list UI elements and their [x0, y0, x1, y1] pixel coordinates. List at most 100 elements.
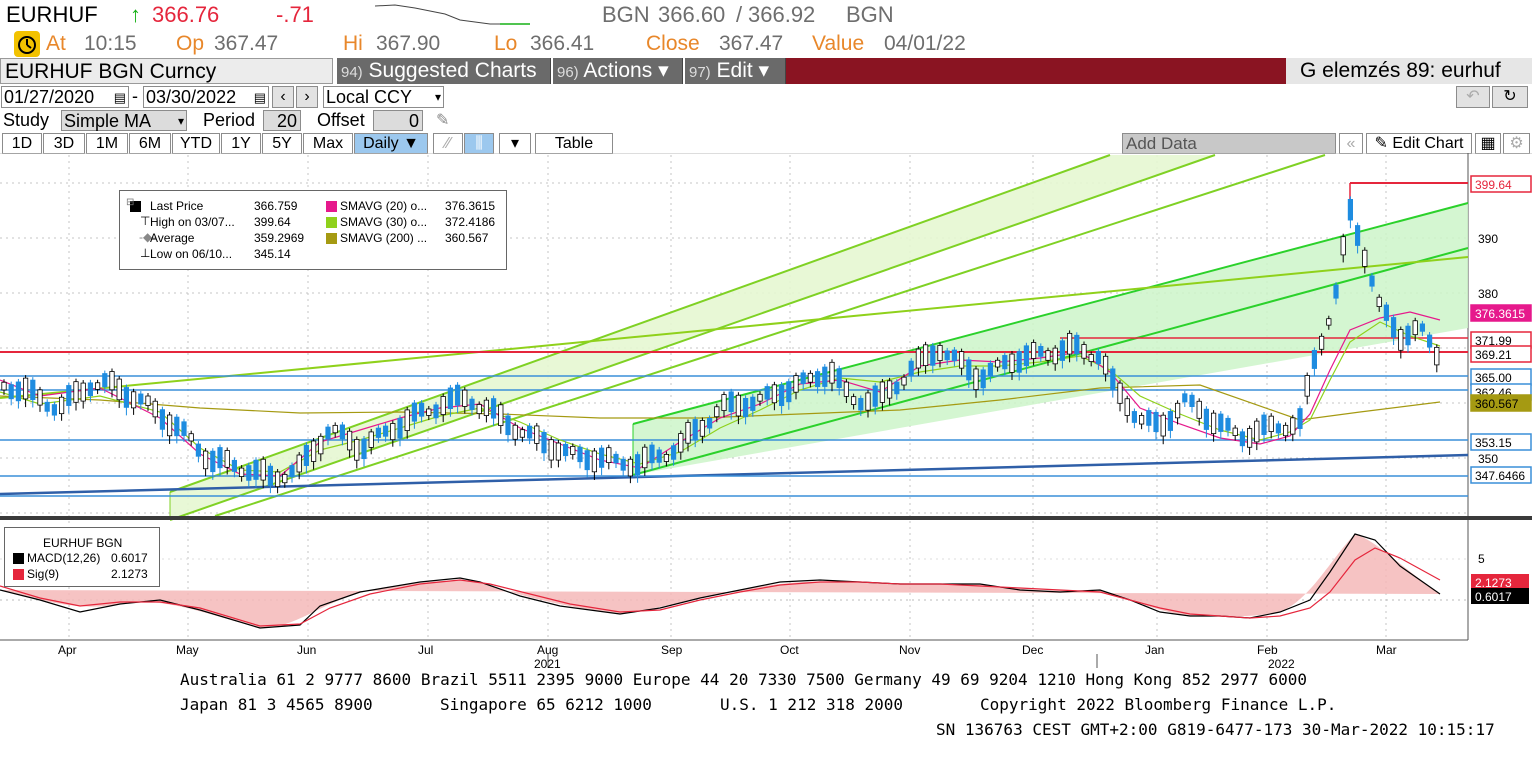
month-label: Feb — [1257, 643, 1278, 657]
candle-body — [1304, 375, 1310, 397]
candle-body — [59, 396, 65, 415]
legend-collapse-icon[interactable]: ⊟ — [126, 197, 135, 208]
footer-session-info: SN 136763 CEST GMT+2:00 G819-6477-173 30… — [936, 720, 1495, 739]
candle-body — [130, 391, 137, 409]
candle-body — [1088, 354, 1094, 363]
level-lines[interactable] — [0, 182, 1468, 497]
calendar-icon[interactable]: ▤ — [253, 90, 266, 105]
legend-value: 372.4186 — [445, 215, 496, 229]
chevron-left-icon: ‹ — [280, 88, 286, 105]
legend-label: Last Price — [150, 199, 204, 213]
chart-type-dropdown[interactable]: ▾ — [499, 133, 531, 154]
candle-body — [1031, 342, 1037, 359]
candle-body — [714, 406, 720, 418]
month-label: Apr — [58, 643, 77, 657]
bid-source: BGN — [602, 2, 650, 27]
start-date-input[interactable]: 01/27/2020 ▤ — [1, 86, 129, 108]
price-label-box: 347.6466 — [1470, 466, 1532, 484]
add-data-input[interactable]: Add Data — [1122, 133, 1336, 154]
candle-body — [1383, 304, 1389, 321]
ticker-symbol[interactable]: EURHUF — [6, 2, 98, 27]
candle-body — [238, 467, 245, 477]
candle-body — [563, 443, 569, 457]
candle-body — [339, 424, 346, 440]
candle-body — [584, 450, 590, 471]
calendar-icon[interactable]: ▤ — [113, 90, 126, 105]
offset-input[interactable]: 0 — [373, 110, 423, 131]
candle-body — [87, 382, 93, 397]
undo-button[interactable]: ↶ — [1456, 86, 1490, 108]
pencil-icon[interactable]: ✎ — [436, 112, 450, 129]
collapse-button[interactable]: « — [1339, 133, 1363, 154]
gear-button[interactable]: ⚙ — [1503, 133, 1530, 154]
candle-body — [1275, 423, 1281, 434]
month-label: Dec — [1022, 643, 1043, 657]
axis-tick-380: 380 — [1478, 287, 1498, 301]
refresh-button[interactable]: ↻ — [1492, 86, 1528, 108]
candle-body — [1167, 411, 1173, 431]
candle-body — [807, 372, 814, 383]
tab-6m[interactable]: 6M — [129, 133, 171, 154]
candle-body — [95, 382, 101, 390]
candle-body — [757, 393, 763, 402]
long-trendline[interactable] — [0, 256, 1469, 399]
candle-body — [995, 359, 1001, 368]
legend-value: 366.759 — [254, 199, 298, 213]
tab-1d[interactable]: 1D — [2, 133, 42, 154]
candle-body — [779, 384, 785, 406]
candle-body — [1283, 424, 1289, 437]
edit-menu-button[interactable]: 97) Edit ▾ — [685, 58, 786, 84]
table-button[interactable]: Table — [535, 133, 613, 154]
actions-menu-button[interactable]: 96) Actions ▾ — [553, 58, 683, 84]
realtime-clock-icon[interactable] — [14, 31, 40, 57]
sma200-line[interactable] — [0, 384, 1441, 421]
candle-body — [1002, 355, 1008, 370]
panel-divider[interactable] — [0, 516, 1532, 520]
candle-body — [642, 446, 648, 469]
start-date-value: 01/27/2020 — [4, 87, 95, 107]
candle-body — [1261, 414, 1267, 435]
candle-body — [627, 458, 634, 477]
suggested-charts-button[interactable]: 94) Suggested Charts — [337, 58, 551, 84]
last-price: 366.76 — [152, 2, 220, 27]
candle-body — [1074, 334, 1080, 355]
close-label: Close — [646, 32, 700, 55]
edit-chart-button[interactable]: ✎ Edit Chart — [1366, 133, 1472, 154]
macd-label-box: 2.1273 — [1471, 574, 1529, 590]
footer-contacts-singapore: Singapore 65 6212 1000 — [440, 695, 652, 714]
tab-5y[interactable]: 5Y — [262, 133, 302, 154]
sma20-line[interactable] — [0, 311, 1441, 477]
next-period-button[interactable]: › — [296, 86, 318, 108]
line-chart-button[interactable]: ⁄⁄ — [433, 133, 463, 154]
support-trendline[interactable] — [0, 453, 1469, 496]
candlesticks[interactable] — [1, 196, 1440, 494]
currency-select[interactable]: Local CCY ▾ — [323, 86, 444, 108]
frequency-select[interactable]: Daily ▼ — [354, 133, 428, 154]
candle-body — [1362, 249, 1368, 267]
prev-period-button[interactable]: ‹ — [272, 86, 294, 108]
study-select[interactable]: Simple MA ▾ — [61, 110, 187, 131]
macd-legend[interactable]: EURHUF BGN MACD(12,26) 0.6017 Sig(9) 2.1… — [4, 527, 160, 587]
tab-ytd[interactable]: YTD — [172, 133, 220, 154]
candle-body — [15, 381, 22, 402]
candle-body — [555, 442, 562, 461]
year-label: 2022 — [1268, 657, 1295, 671]
period-input[interactable]: 20 — [263, 110, 301, 131]
candle-body — [930, 345, 936, 366]
legend-value: 360.567 — [445, 231, 489, 245]
chart-options-button[interactable]: ▦ — [1475, 133, 1501, 154]
tab-3d[interactable]: 3D — [43, 133, 85, 154]
candle-chart-button[interactable]: ⫼ — [464, 133, 494, 154]
pencil-icon: ✎ — [1374, 135, 1388, 152]
tab-max[interactable]: Max — [303, 133, 353, 154]
legend-value: 0.6017 — [111, 551, 148, 565]
price-label-box: 365.00 — [1470, 368, 1532, 386]
end-date-input[interactable]: 03/30/2022 ▤ — [143, 86, 269, 108]
security-field[interactable]: EURHUF BGN Curncy — [0, 58, 333, 84]
chart-legend[interactable]: Last Price 366.759 ⊤ High on 03/07... 39… — [119, 190, 507, 270]
tab-1y[interactable]: 1Y — [221, 133, 261, 154]
suggested-charts-number: 94) — [341, 64, 363, 81]
tab-1m[interactable]: 1M — [86, 133, 128, 154]
candle-body — [1333, 284, 1339, 299]
